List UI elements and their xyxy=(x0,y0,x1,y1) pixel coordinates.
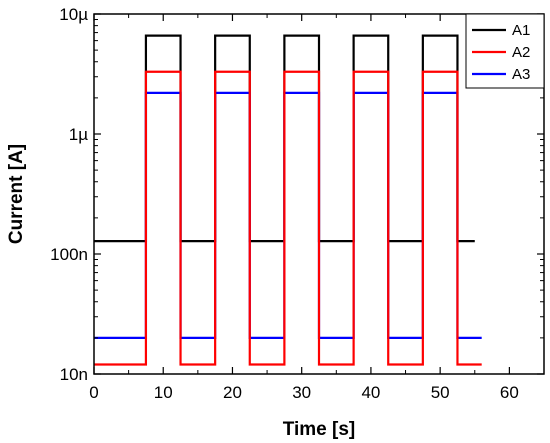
plot-frame xyxy=(93,13,545,375)
y-axis-title: Current [A] xyxy=(6,144,27,244)
y-tick-label: 10µ xyxy=(59,5,88,24)
legend-label-a1: A1 xyxy=(512,22,530,39)
x-tick-label: 30 xyxy=(292,383,311,402)
series-line-a2 xyxy=(94,70,482,366)
x-tick-label: 50 xyxy=(431,383,450,402)
x-tick-label: 20 xyxy=(223,383,242,402)
x-tick-label: 60 xyxy=(500,383,519,402)
legend-label-a3: A3 xyxy=(512,66,530,83)
y-tick-label: 10n xyxy=(60,365,88,384)
x-tick-label: 10 xyxy=(154,383,173,402)
x-axis: 0 10 20 30 40 50 60 xyxy=(89,14,519,402)
y-axis: 10n 100n 1µ 10µ xyxy=(50,5,544,384)
x-axis-title: Time [s] xyxy=(283,419,356,440)
x-tick-label: 0 xyxy=(89,383,98,402)
legend: A1 A2 A3 xyxy=(465,13,545,89)
y-tick-label: 1µ xyxy=(69,125,88,144)
legend-label-a2: A2 xyxy=(512,44,530,61)
x-tick-label: 40 xyxy=(361,383,380,402)
plot-lines xyxy=(94,34,482,366)
y-tick-label: 100n xyxy=(50,245,88,264)
